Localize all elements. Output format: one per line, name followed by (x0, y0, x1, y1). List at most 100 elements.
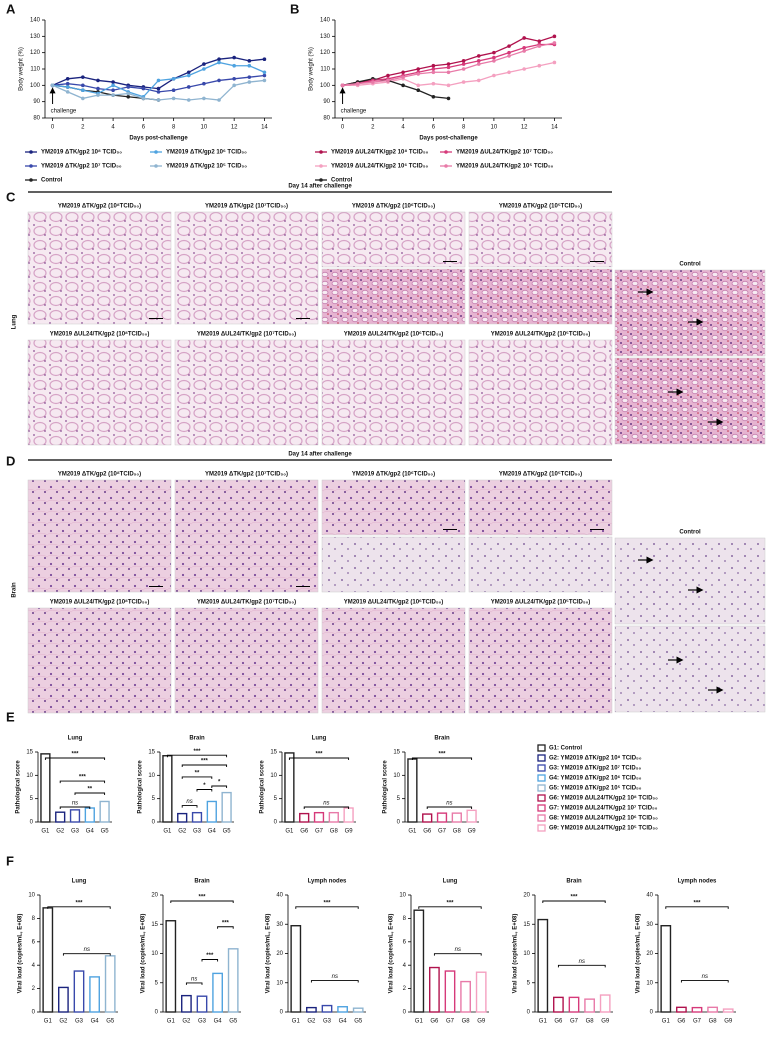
data-point (401, 75, 405, 79)
data-point (522, 45, 526, 50)
image-label: YM2019 ΔTK/gp2 (10⁵TCID₅₀) (499, 204, 582, 210)
image-label: YM2019 ΔUL24/TK/gp2 (10⁵TCID₅₀) (491, 600, 591, 606)
significance-bracket (418, 906, 482, 909)
micrograph (468, 211, 613, 268)
bar (212, 972, 223, 1013)
data-point (416, 67, 421, 71)
data-point (476, 62, 481, 66)
chart-title: Lung (68, 736, 83, 742)
data-point (96, 86, 100, 91)
y-tick-label: 20 (646, 951, 653, 957)
bar (328, 811, 339, 823)
bar (177, 812, 188, 823)
data-point (126, 85, 131, 89)
x-tick-label: G7 (446, 1019, 455, 1025)
significance-label: ns (323, 801, 329, 807)
x-tick-label: G6 (423, 829, 432, 835)
micrograph (468, 339, 613, 446)
data-point (416, 83, 421, 88)
y-tick-label: 10 (26, 773, 33, 779)
significance-bracket (211, 785, 228, 788)
legend-marker (319, 178, 323, 182)
x-tick-label: G2 (178, 829, 187, 835)
x-tick-label: 8 (172, 125, 176, 131)
data-point (156, 90, 161, 94)
data-point (507, 44, 511, 48)
y-tick-label: 0 (152, 820, 156, 826)
data-point (96, 93, 100, 97)
annotation: challenge (51, 109, 77, 115)
data-point (446, 70, 451, 75)
data-point (171, 88, 176, 93)
y-tick-label: 110 (320, 67, 330, 73)
x-tick-label: G2 (307, 1019, 316, 1025)
y-tick-label: 4 (403, 963, 407, 969)
legend-marker (154, 150, 158, 154)
legend-marker (29, 150, 33, 154)
y-tick-label: 40 (276, 893, 283, 899)
y-tick-label: 0 (32, 1010, 36, 1016)
y-tick-label: 80 (33, 116, 40, 122)
micrograph (174, 211, 319, 325)
x-tick-label: G7 (693, 1019, 702, 1025)
image-label: YM2019 ΔTK/gp2 (10⁷TCID₅₀) (205, 204, 288, 210)
y-tick-label: 0 (650, 1010, 654, 1016)
legend-swatch (537, 764, 546, 772)
data-point (247, 63, 252, 68)
micrograph (321, 339, 466, 446)
y-tick-label: 10 (28, 893, 35, 899)
micrograph (27, 607, 172, 714)
data-point (401, 70, 405, 75)
significance-bracket (665, 906, 729, 909)
bar (722, 1008, 734, 1013)
x-tick-label: G1 (41, 829, 50, 835)
y-tick-label: 140 (320, 18, 331, 24)
data-point (492, 55, 496, 60)
series-line (52, 56, 265, 90)
x-tick-label: G5 (101, 829, 110, 835)
data-point (431, 81, 436, 86)
y-tick-label: 30 (276, 922, 283, 928)
annotation: challenge (341, 109, 367, 115)
x-tick-label: G5 (229, 1019, 238, 1025)
data-point (431, 67, 436, 71)
data-point (232, 83, 236, 88)
x-tick-label: 2 (81, 125, 85, 131)
significance-label: ns (186, 799, 192, 805)
legend-marker (29, 178, 33, 182)
micrograph (27, 339, 172, 446)
bar (553, 996, 564, 1013)
y-axis-label: Pathological score (138, 760, 144, 814)
y-tick-label: 10 (399, 893, 406, 899)
x-axis-label: Days post-challenge (129, 136, 188, 142)
significance-bracket (74, 792, 106, 795)
image-label: YM2019 ΔUL24/TK/gp2 (10⁸TCID₅₀) (50, 332, 150, 338)
micrograph (27, 479, 172, 593)
panel-label: E (6, 709, 15, 724)
scale-bar (296, 586, 310, 587)
x-tick-label: G8 (453, 829, 462, 835)
micrograph-control (614, 537, 766, 625)
bar (99, 800, 110, 823)
significance-label: *** (79, 775, 87, 781)
panel-label: A (6, 1, 16, 16)
image-label: YM2019 ΔTK/gp2 (10⁷TCID₅₀) (205, 472, 288, 478)
panel-label: F (6, 853, 14, 868)
legend-swatch (537, 774, 546, 782)
data-point (65, 85, 70, 89)
data-point (247, 80, 252, 84)
series-line (342, 78, 449, 100)
micrograph (468, 607, 613, 714)
legend-label: YM2019 ΔUL24/TK/gp2 10⁸ TCID₅₀ (331, 150, 429, 156)
data-point (65, 90, 70, 94)
x-tick-label: 10 (201, 125, 208, 131)
significance-bracket (181, 776, 213, 779)
data-point (262, 78, 267, 83)
significance-label: ns (702, 974, 708, 980)
data-point (217, 78, 221, 83)
bar (290, 925, 302, 1013)
micrograph (174, 479, 319, 593)
section-header: Day 14 after challenge (288, 452, 352, 458)
significance-label: *** (446, 900, 454, 906)
data-point (81, 75, 85, 79)
